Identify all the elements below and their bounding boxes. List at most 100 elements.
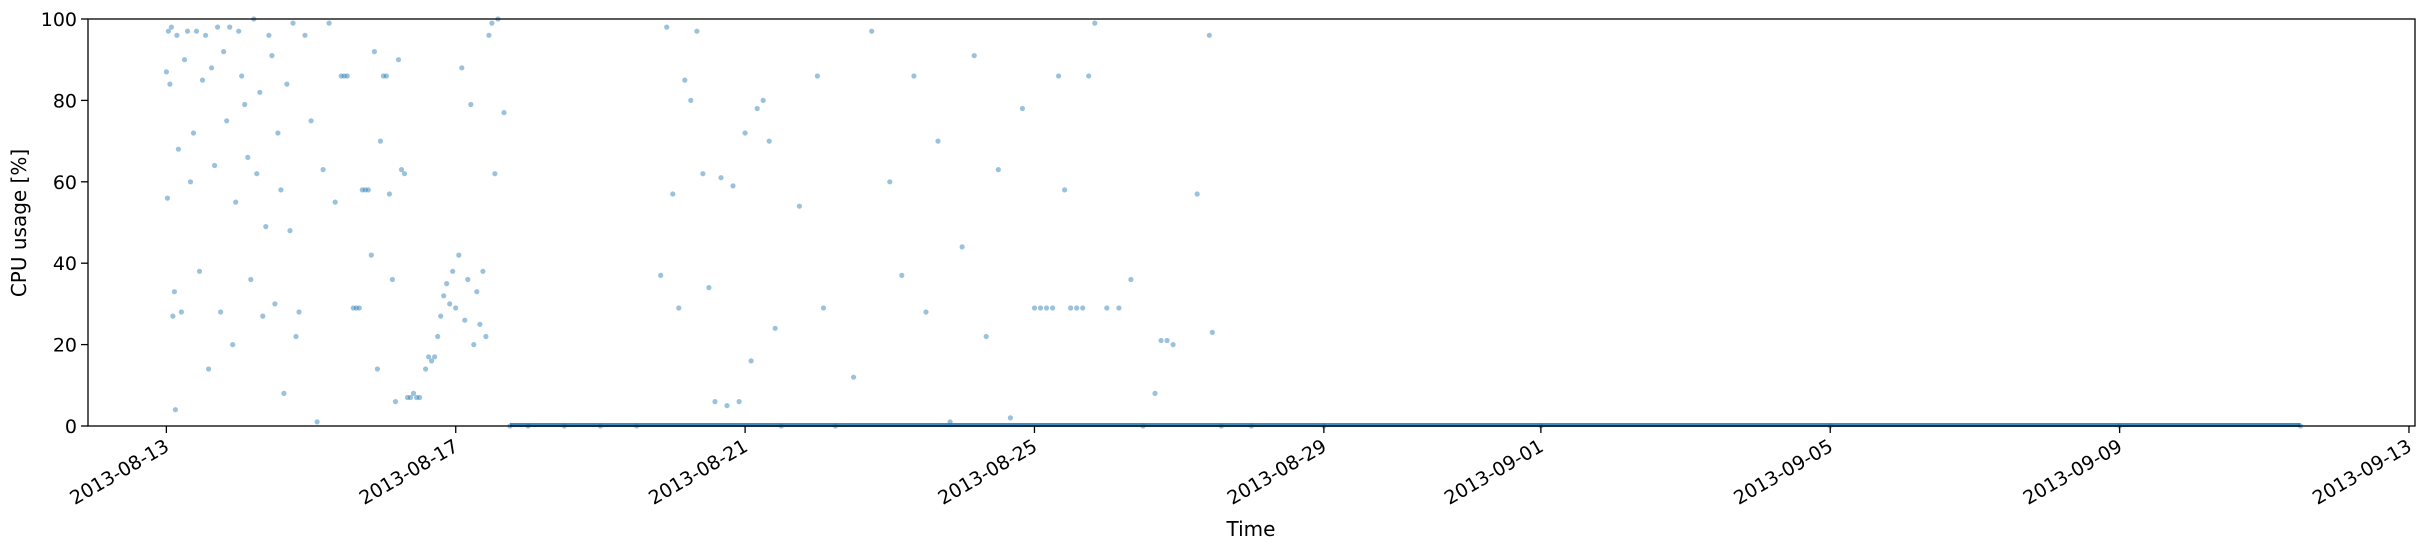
y-tick-label: 20 xyxy=(53,335,77,357)
data-point xyxy=(260,313,266,319)
x-tick-label: 2013-08-13 xyxy=(66,435,173,509)
data-point xyxy=(233,199,239,205)
data-point xyxy=(814,73,821,79)
y-tick-label: 80 xyxy=(53,90,77,112)
data-point xyxy=(1194,191,1200,197)
data-point xyxy=(168,24,174,30)
data-point xyxy=(374,366,380,372)
data-point xyxy=(1128,276,1134,283)
data-point xyxy=(450,268,456,274)
plot-frame xyxy=(87,18,2416,427)
data-point xyxy=(1062,187,1068,193)
y-tick-label: 100 xyxy=(41,9,77,31)
data-point xyxy=(736,399,742,405)
data-point xyxy=(203,32,209,38)
data-point xyxy=(1050,305,1056,311)
data-point xyxy=(664,24,670,30)
data-point xyxy=(212,162,218,169)
data-point xyxy=(501,110,507,116)
data-point xyxy=(820,305,827,311)
data-point xyxy=(172,407,178,413)
data-point xyxy=(676,305,682,311)
data-point xyxy=(398,167,405,173)
data-point xyxy=(187,179,194,185)
data-point xyxy=(224,118,230,124)
data-point xyxy=(670,191,676,197)
data-point xyxy=(174,32,180,38)
data-point xyxy=(772,325,778,331)
data-point xyxy=(165,28,171,34)
data-point xyxy=(700,171,706,177)
data-point xyxy=(995,167,1001,173)
data-point xyxy=(257,89,263,95)
data-point xyxy=(344,73,350,79)
data-point xyxy=(468,101,474,108)
data-point xyxy=(1007,415,1014,421)
data-point xyxy=(1209,329,1215,335)
data-point xyxy=(899,272,905,278)
x-tick-label: 2013-09-09 xyxy=(2019,435,2126,509)
data-point xyxy=(423,366,429,372)
data-point xyxy=(281,390,287,396)
data-point xyxy=(341,73,347,79)
data-point xyxy=(971,53,977,59)
data-point xyxy=(462,317,468,323)
data-point xyxy=(1080,305,1086,311)
data-point xyxy=(456,252,462,258)
data-point xyxy=(221,49,227,55)
data-point xyxy=(193,28,200,34)
data-point xyxy=(492,171,498,177)
data-point xyxy=(447,301,453,307)
data-point xyxy=(167,81,173,87)
data-point xyxy=(1152,390,1158,396)
data-point xyxy=(353,305,359,311)
data-point xyxy=(368,252,374,258)
data-point xyxy=(350,305,356,311)
data-point xyxy=(730,183,736,189)
data-point xyxy=(377,138,383,144)
data-point xyxy=(724,403,730,409)
data-point xyxy=(302,32,308,38)
data-point xyxy=(851,374,857,380)
data-point xyxy=(278,187,284,193)
data-point xyxy=(338,73,344,79)
data-point xyxy=(332,199,338,205)
data-point xyxy=(392,399,399,405)
data-point xyxy=(1056,73,1062,79)
data-point xyxy=(254,171,260,177)
data-point xyxy=(293,333,299,340)
data-point xyxy=(1043,305,1050,311)
x-axis-label: Time xyxy=(1226,517,1276,541)
data-point xyxy=(1206,32,1212,38)
data-point xyxy=(1116,305,1122,311)
data-point xyxy=(1037,305,1044,311)
data-point xyxy=(190,130,197,136)
data-point xyxy=(489,20,495,26)
x-tick-label: 2013-08-21 xyxy=(645,435,752,509)
data-point xyxy=(236,28,242,34)
data-point xyxy=(296,309,302,315)
data-point xyxy=(414,394,420,401)
data-point xyxy=(706,285,712,291)
data-point xyxy=(404,394,411,401)
y-axis-label: CPU usage [%] xyxy=(7,149,31,297)
data-point xyxy=(748,358,754,364)
data-point xyxy=(694,28,700,34)
data-point xyxy=(1086,73,1092,79)
scatter-points xyxy=(163,16,2304,429)
data-point xyxy=(383,73,389,79)
data-point xyxy=(435,333,441,340)
data-point xyxy=(178,309,184,315)
data-point xyxy=(742,130,748,136)
data-point xyxy=(426,354,432,360)
data-point xyxy=(869,28,875,34)
data-point xyxy=(983,333,989,340)
data-point xyxy=(314,419,320,425)
data-point xyxy=(320,167,326,173)
data-point xyxy=(417,394,423,401)
data-point xyxy=(407,394,414,401)
data-point xyxy=(887,179,893,185)
data-point xyxy=(1104,305,1110,311)
data-point xyxy=(248,276,254,283)
data-point xyxy=(164,195,170,201)
